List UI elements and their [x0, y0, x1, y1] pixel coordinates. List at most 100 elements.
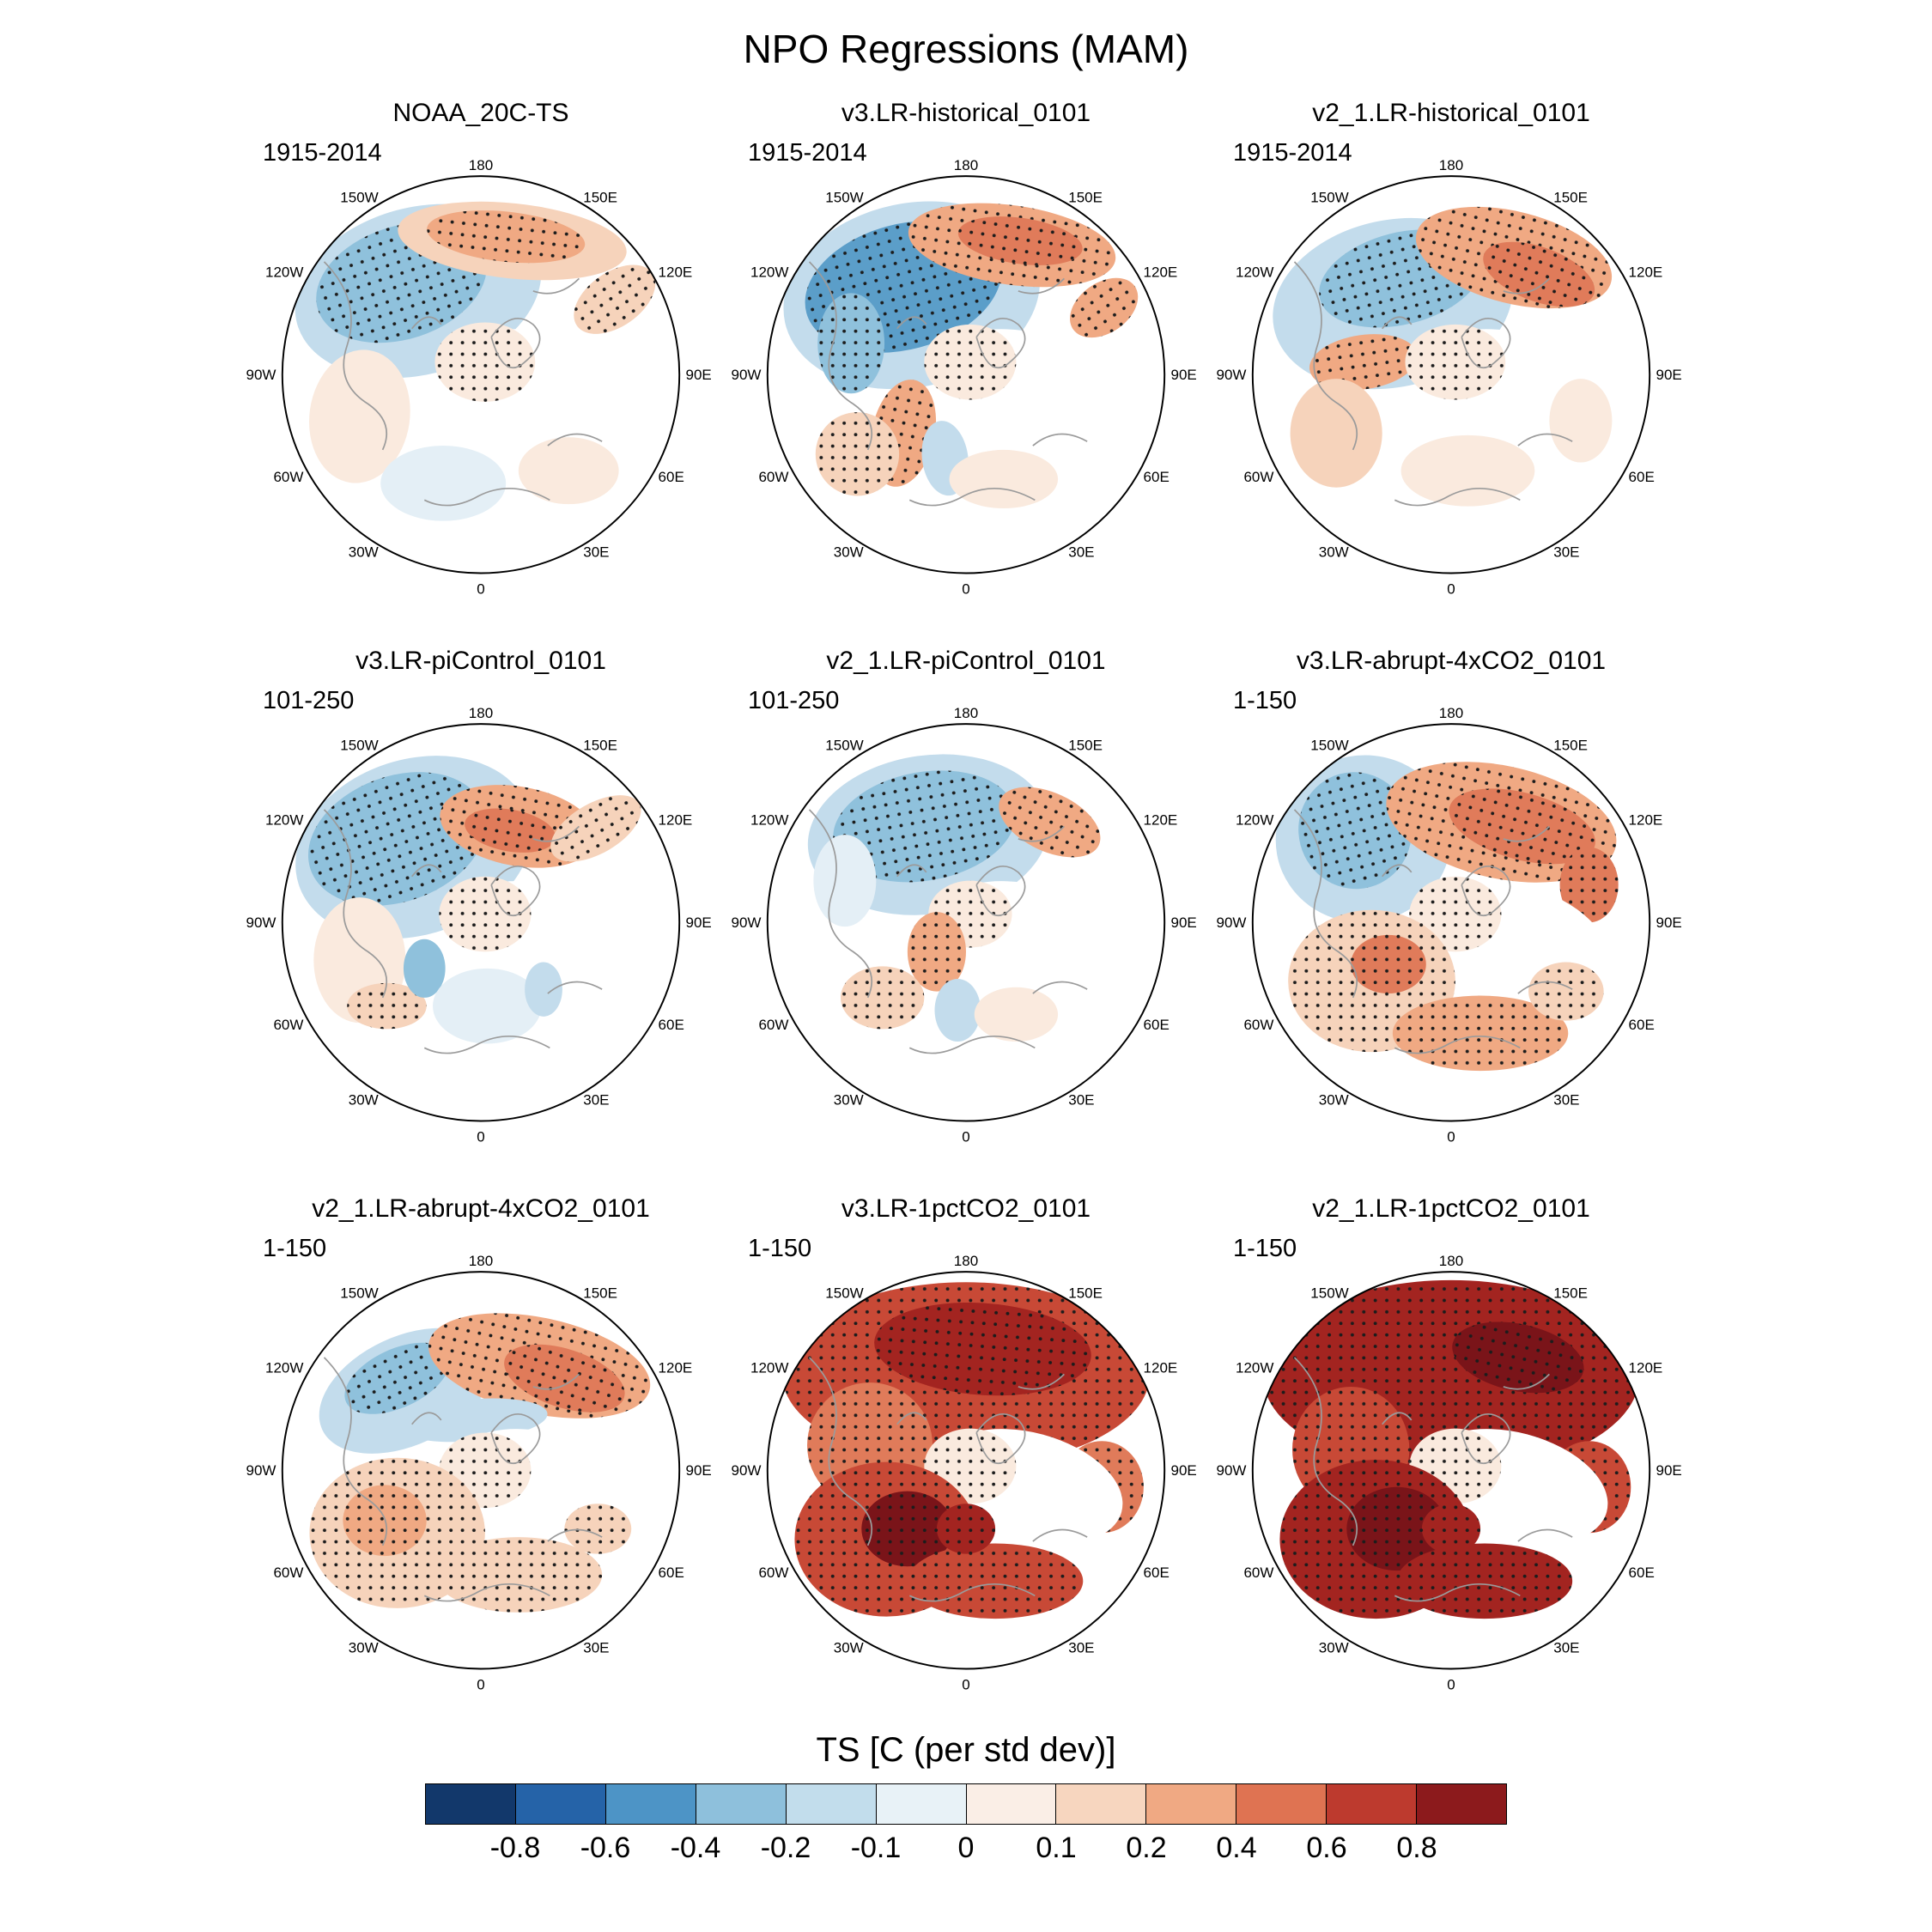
coastline: [411, 1412, 442, 1425]
coastline: [1394, 1036, 1521, 1054]
longitude-label: 150W: [1310, 189, 1348, 205]
colorbar-segment: [876, 1784, 967, 1824]
longitude-label: 120W: [750, 812, 788, 829]
longitude-label: 150W: [1310, 1285, 1348, 1301]
map-boundary-circle: [1251, 723, 1651, 1122]
map-panel: v3.LR-historical_0101 1915-2014 180 150E 120…: [726, 94, 1206, 605]
longitude-label: 0: [477, 581, 484, 598]
longitude-label: 90E: [1170, 914, 1196, 931]
longitude-label: 90E: [1656, 367, 1681, 383]
coastline: [1503, 1373, 1550, 1390]
stipple-overlay: [1421, 1504, 1481, 1554]
longitude-label: 150W: [340, 1285, 378, 1301]
colorbar-segment: [966, 1784, 1057, 1824]
figure-title: NPO Regressions (MAM): [743, 27, 1189, 71]
panel-row: NOAA_20C-TS 1915-2014 180 150E 120E 90E 60E 30E…: [240, 94, 1692, 605]
coastline: [1517, 433, 1573, 447]
stipple-overlay: [874, 1303, 1091, 1396]
colorbar-tick-label: -0.4: [670, 1832, 721, 1864]
map-panel: v3.LR-piControl_0101 101-250 180 150E 120E 90…: [240, 642, 721, 1152]
stipple-overlay: [1528, 962, 1604, 1021]
coastline: [896, 316, 927, 330]
coastline: [323, 809, 388, 999]
longitude-label: 0: [962, 581, 969, 598]
panel-period-label: 1-150: [748, 1235, 812, 1262]
panel-title: NOAA_20C-TS: [392, 99, 569, 127]
map-boundary-circle: [766, 723, 1166, 1122]
longitude-label: 60E: [1144, 1564, 1170, 1581]
longitude-label: 0: [1447, 1129, 1455, 1145]
panel-period-label: 101-250: [748, 687, 840, 714]
coastline: [808, 809, 873, 999]
polar-map: 180 150E 120E 90E 60E 30E 0 30W 60W 90W 120W 150W: [1217, 157, 1682, 598]
longitude-label: 180: [1439, 157, 1463, 173]
longitude-label: 180: [954, 1253, 978, 1269]
colorbar: [425, 1783, 1507, 1825]
longitude-label: 120E: [1144, 1360, 1178, 1376]
longitude-label: 150E: [583, 189, 617, 205]
stipple-overlay: [815, 412, 900, 496]
colorbar-ticks: -0.8 -0.6 -0.4 -0.2 -0.1 0 0.1 0.2 0.4 0.6 0.8: [425, 1832, 1507, 1873]
coastline: [490, 866, 541, 917]
colorbar-segment: [515, 1784, 606, 1824]
colorbar-label: TS [C (per std dev)]: [816, 1731, 1116, 1769]
map-panel: NOAA_20C-TS 1915-2014 180 150E 120E 90E 60E 30E…: [240, 94, 721, 605]
coastline: [975, 318, 1026, 369]
stipple-overlay: [1449, 788, 1595, 865]
longitude-label: 60W: [758, 1017, 788, 1033]
colorbar-tick-label: -0.1: [850, 1832, 902, 1864]
polar-map: 180 150E 120E 90E 60E 30E 0 30W 60W 90W 120W 150W: [732, 157, 1197, 598]
panel-title: v3.LR-1pctCO2_0101: [841, 1194, 1091, 1223]
longitude-label: 60W: [1243, 469, 1273, 485]
coastline: [532, 277, 580, 295]
coastline: [975, 1413, 1026, 1465]
regression-region: [1549, 379, 1613, 463]
longitude-label: 30E: [1068, 1639, 1094, 1656]
colorbar-segment: [786, 1784, 877, 1824]
stipple-overlay: [1452, 1321, 1584, 1394]
stipple-overlay: [999, 787, 1101, 858]
coastline: [1382, 316, 1413, 330]
polar-map: 180 150E 120E 90E 60E 30E 0 30W 60W 90W 120W 150W: [246, 157, 712, 598]
stipple-overlay: [434, 1537, 603, 1613]
stipple-overlay: [1346, 1486, 1448, 1571]
panel-title: v2_1.LR-historical_0101: [1312, 99, 1590, 127]
stipple-overlay: [1392, 995, 1569, 1072]
panel-period-label: 101-250: [263, 687, 355, 714]
colorbar-tick-label: -0.6: [580, 1832, 631, 1864]
polar-map: 180 150E 120E 90E 60E 30E 0 30W 60W 90W 120W 150W: [246, 705, 712, 1145]
longitude-label: 30W: [834, 544, 864, 560]
coastline: [547, 433, 603, 447]
coastline: [1517, 981, 1573, 994]
longitude-label: 90W: [732, 914, 762, 931]
stipple-overlay: [1396, 1543, 1573, 1619]
regression-region: [403, 939, 446, 998]
longitude-label: 30W: [349, 1639, 379, 1656]
longitude-label: 60E: [1629, 1017, 1655, 1033]
coastline: [490, 1413, 541, 1465]
colorbar-segment: [1056, 1784, 1147, 1824]
stipple-overlay: [344, 1342, 450, 1414]
longitude-label: 90E: [685, 367, 711, 383]
longitude-label: 60E: [659, 469, 684, 485]
longitude-label: 90W: [1217, 1462, 1247, 1479]
coastline: [411, 316, 442, 330]
longitude-label: 180: [954, 705, 978, 721]
longitude-label: 0: [962, 1129, 969, 1145]
longitude-label: 90E: [1170, 1462, 1196, 1479]
stipple-overlay: [564, 1504, 632, 1554]
polar-map: 180 150E 120E 90E 60E 30E 0 30W 60W 90W 120W 150W: [732, 1253, 1197, 1693]
longitude-label: 0: [1447, 1677, 1455, 1693]
map-panel: v2_1.LR-1pctCO2_0101 1-150 180 150E 120E 90E 6…: [1211, 1190, 1692, 1700]
panel-period-label: 1915-2014: [748, 139, 867, 167]
coastline: [1461, 318, 1511, 369]
longitude-label: 30E: [583, 1091, 609, 1108]
longitude-label: 180: [469, 157, 493, 173]
longitude-label: 150E: [583, 737, 617, 753]
regression-region: [934, 979, 981, 1042]
map-boundary-circle: [766, 175, 1166, 574]
map-boundary-circle: [281, 723, 681, 1122]
coastline: [1293, 1357, 1358, 1546]
longitude-label: 120E: [1629, 1360, 1663, 1376]
panel-grid: NOAA_20C-TS 1915-2014 180 150E 120E 90E 60E 30E…: [0, 94, 1932, 1700]
